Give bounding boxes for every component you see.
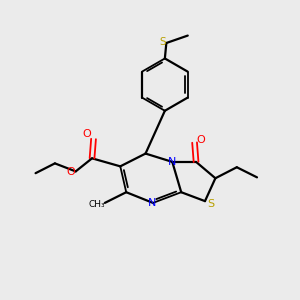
Text: N: N <box>148 199 157 208</box>
Text: O: O <box>82 129 91 139</box>
Text: CH₃: CH₃ <box>88 200 105 209</box>
Text: O: O <box>66 167 75 177</box>
Text: S: S <box>207 199 214 209</box>
Text: O: O <box>196 135 205 145</box>
Text: N: N <box>168 157 176 167</box>
Text: S: S <box>160 37 166 47</box>
